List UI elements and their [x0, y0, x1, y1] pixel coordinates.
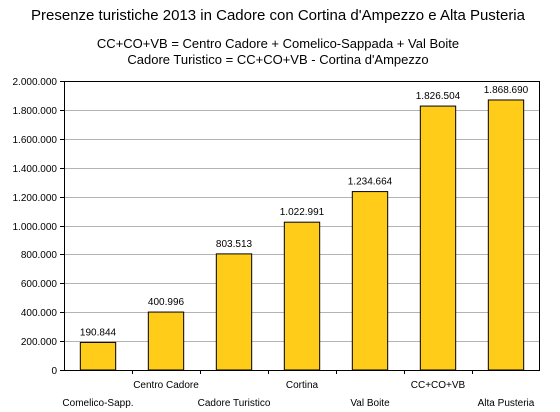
category-label: Centro Cadore — [133, 380, 199, 391]
y-tick-label: 800.000 — [21, 250, 58, 261]
data-label: 1.868.690 — [484, 85, 529, 96]
y-tick-label: 1.800.000 — [13, 106, 58, 117]
data-label: 1.234.664 — [348, 177, 393, 188]
data-label: 190.844 — [80, 327, 117, 338]
bar — [215, 253, 253, 371]
bar — [283, 221, 321, 371]
data-label: 1.826.504 — [416, 91, 461, 102]
data-label: 1.022.991 — [280, 207, 325, 218]
y-tick-label: 1.000.000 — [13, 222, 58, 233]
bar — [351, 191, 389, 371]
bar — [487, 99, 525, 371]
bar — [79, 341, 117, 371]
y-tick-label: 1.400.000 — [13, 164, 58, 175]
y-tick-label: 600.000 — [21, 279, 58, 290]
category-label: Alta Pusteria — [478, 398, 535, 409]
chart-subtitle-line-1: CC+CO+VB = Centro Cadore + Comelico-Sapp… — [97, 36, 459, 51]
y-tick-label: 1.200.000 — [13, 193, 58, 204]
data-label: 803.513 — [216, 239, 253, 250]
category-label: Cadore Turistico — [198, 398, 271, 409]
category-label: Comelico-Sapp. — [62, 398, 133, 409]
labels: 0 200.000 400.000 600.000 800.000 1.000.000 1.… — [13, 77, 535, 409]
data-label: 400.996 — [148, 297, 185, 308]
y-tick-label: 0 — [51, 366, 57, 377]
bars — [79, 99, 525, 371]
y-tick-label: 400.000 — [21, 308, 58, 319]
chart-subtitle-line-2: Cadore Turistico = CC+CO+VB - Cortina d'… — [127, 52, 428, 67]
bar — [419, 105, 457, 371]
category-label: CC+CO+VB — [411, 380, 466, 391]
category-label: Val Boite — [350, 398, 390, 409]
y-tick-label: 200.000 — [21, 337, 58, 348]
y-tick-label: 1.600.000 — [13, 135, 58, 146]
y-tick-label: 2.000.000 — [13, 77, 58, 88]
bar — [147, 311, 185, 371]
category-label: Cortina — [286, 380, 319, 391]
chart-title: Presenze turistiche 2013 in Cadore con C… — [31, 7, 526, 24]
